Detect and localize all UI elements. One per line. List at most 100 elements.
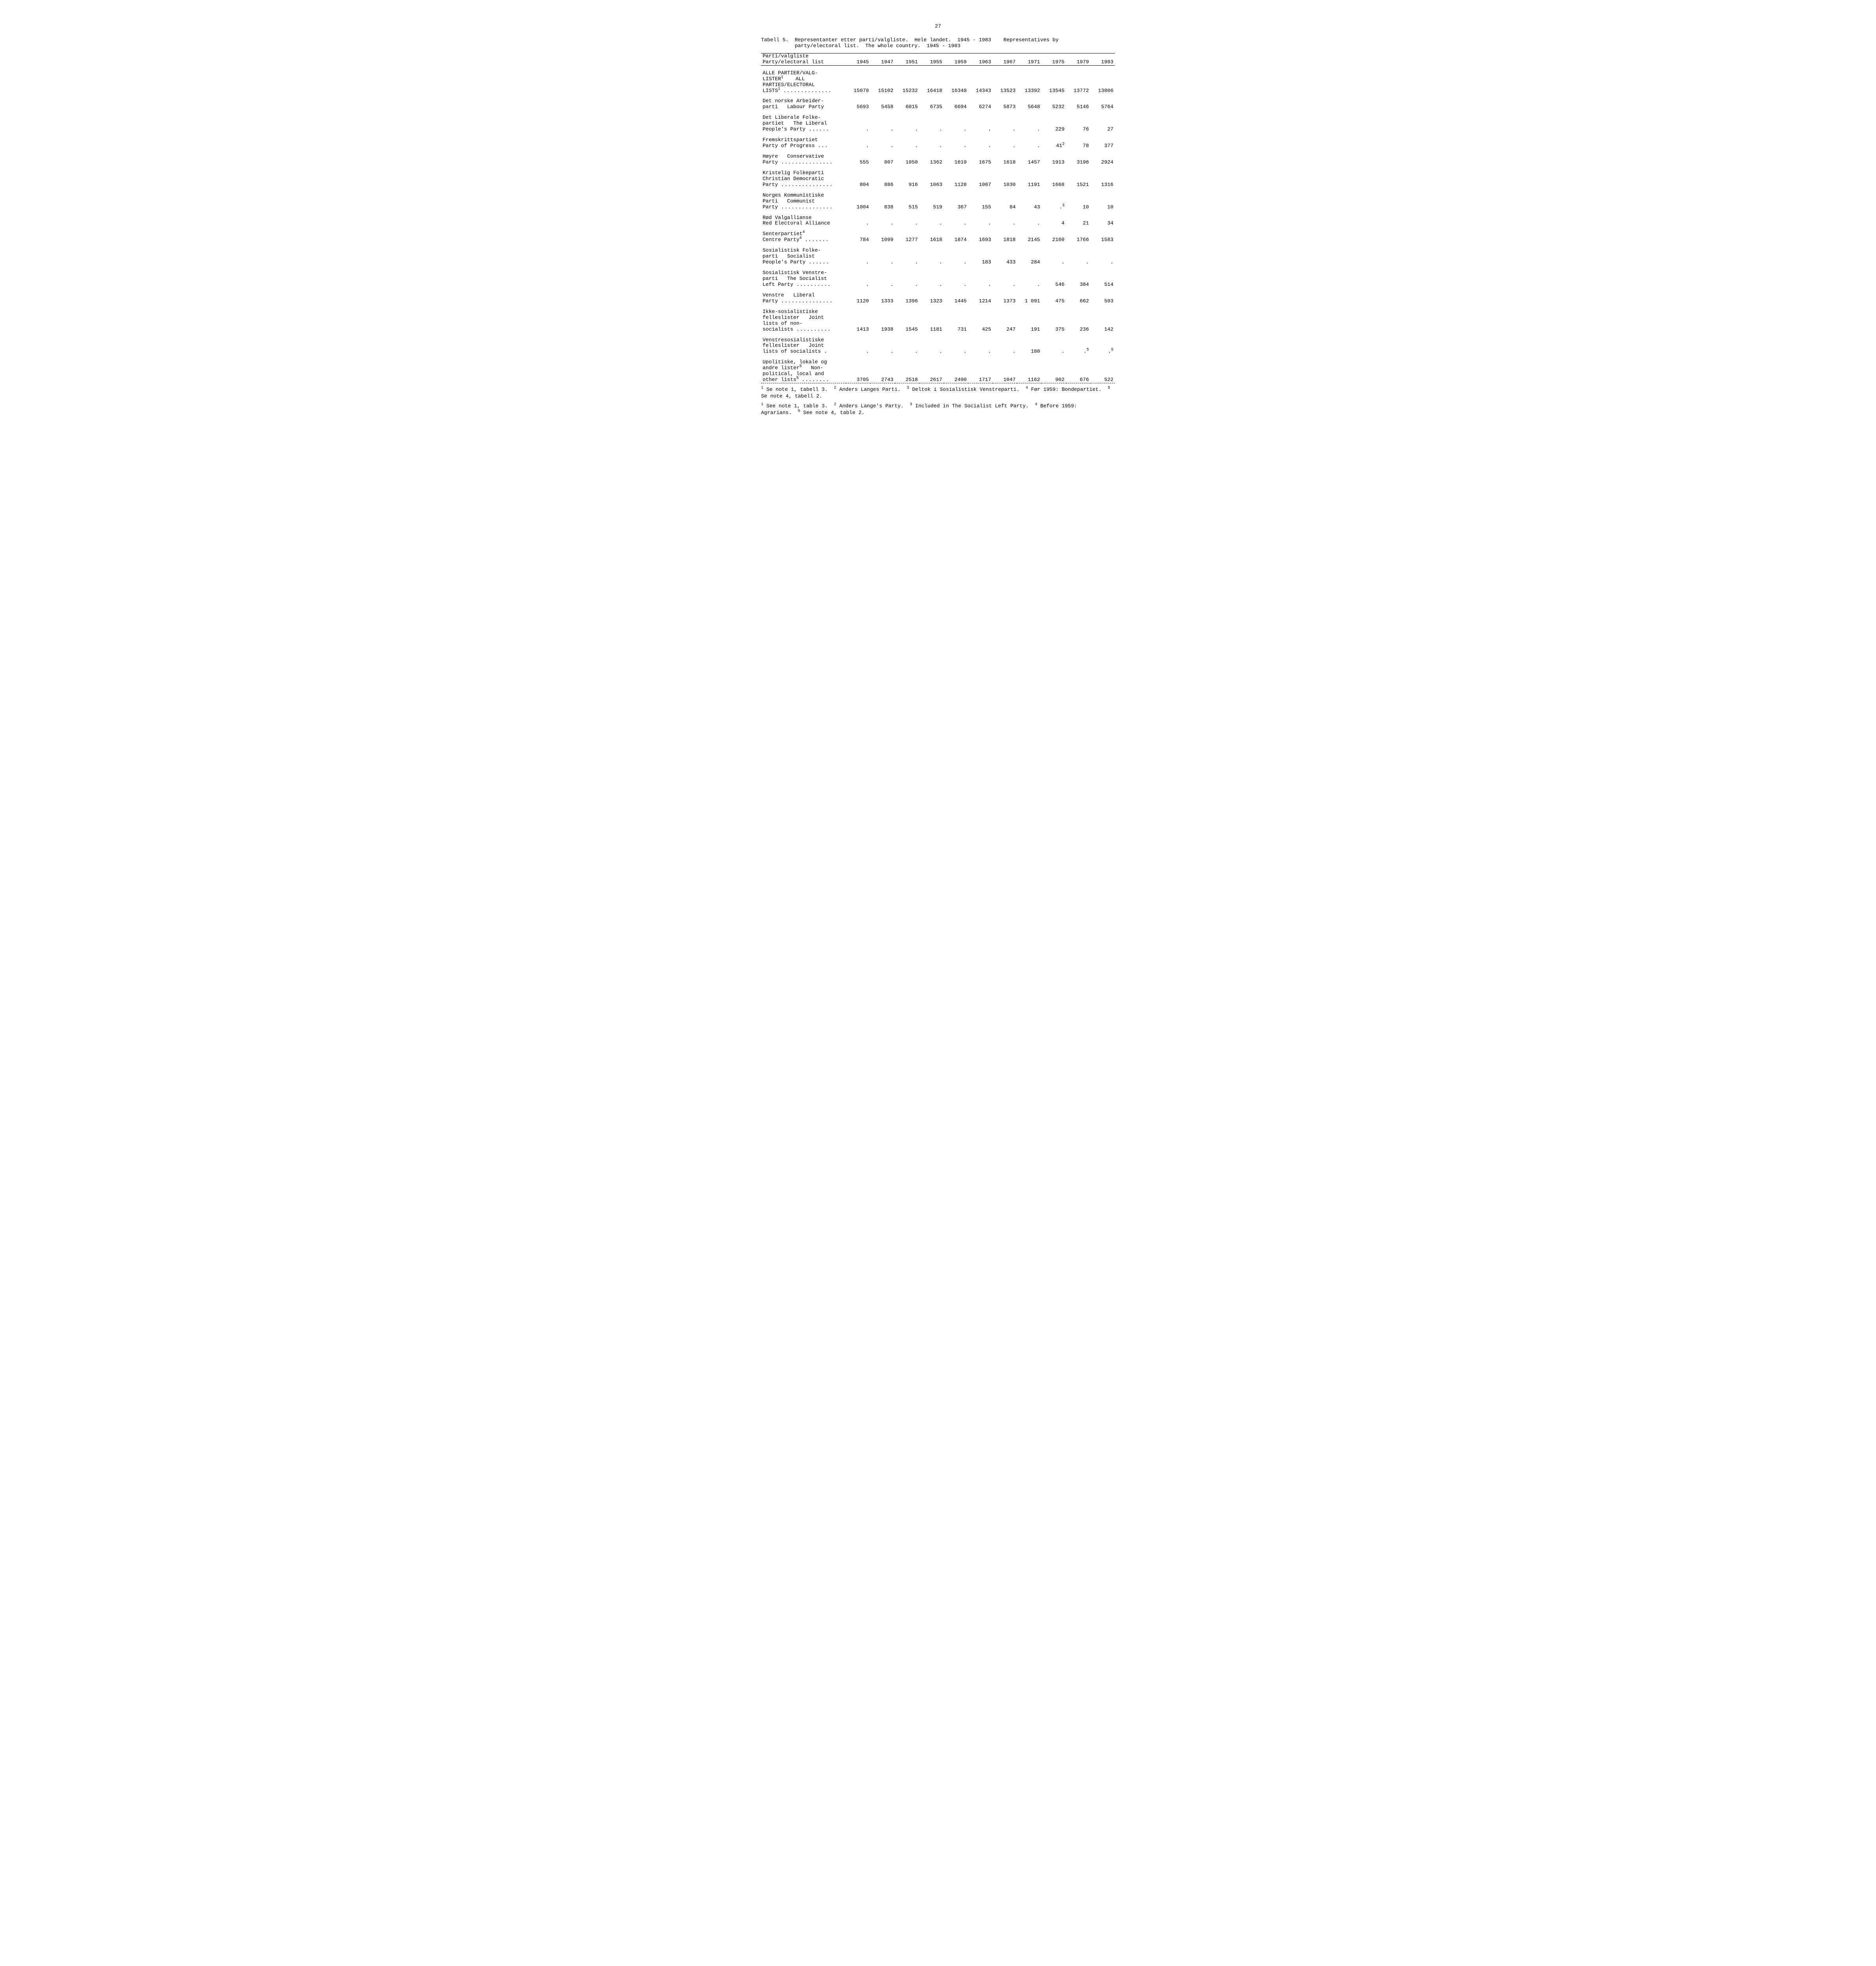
cell-value: 1277 [895, 231, 920, 243]
cell-value: 555 [846, 154, 870, 166]
table-row: Det Liberale Folke-partiet The LiberalPe… [761, 115, 1115, 133]
cell-value: 1214 [968, 293, 993, 304]
cell-value: . [870, 115, 895, 133]
cell-value: . [920, 137, 944, 149]
column-header-year: 1951 [895, 59, 920, 65]
cell-value: 142 [1091, 309, 1115, 333]
cell-value: . [1041, 248, 1066, 265]
table-row: Ikke-sosialistiskefelleslister Jointlist… [761, 309, 1115, 333]
cell-value: 5648 [1017, 98, 1041, 110]
representatives-table: Parti/valgliste Party/electoral list 194… [761, 53, 1115, 383]
cell-value: . [895, 270, 920, 288]
cell-value: 367 [944, 193, 968, 210]
cell-value: 1333 [870, 293, 895, 304]
cell-value: 1191 [1017, 170, 1041, 188]
cell-value: 15102 [870, 70, 895, 94]
table-row: ALLE PARTIER/VALG-LISTER1 ALLPARTIES/ELE… [761, 70, 1115, 94]
cell-value: 5146 [1066, 98, 1091, 110]
cell-value: . [870, 215, 895, 227]
cell-value: 1063 [920, 170, 944, 188]
cell-value: 1120 [846, 293, 870, 304]
cell-value: 13545 [1041, 70, 1066, 94]
cell-value: 1668 [1041, 170, 1066, 188]
cell-value: 180 [1017, 337, 1041, 355]
cell-value: 16418 [920, 70, 944, 94]
cell-value: 6694 [944, 98, 968, 110]
cell-value: 1396 [895, 293, 920, 304]
cell-value: . [895, 248, 920, 265]
cell-value: 229 [1041, 115, 1066, 133]
cell-value: 593 [1091, 293, 1115, 304]
cell-value: 1583 [1091, 231, 1115, 243]
cell-value: 1619 [944, 154, 968, 166]
cell-value: . [1017, 215, 1041, 227]
cell-value: 1 091 [1017, 293, 1041, 304]
cell-value: . [968, 270, 993, 288]
cell-value: 78 [1066, 137, 1091, 149]
cell-value: 546 [1041, 270, 1066, 288]
cell-value: . [920, 248, 944, 265]
table-row: Sosialistisk Venstre-parti The Socialist… [761, 270, 1115, 288]
cell-value: 514 [1091, 270, 1115, 288]
table-row: Sosialistisk Folke-parti SocialistPeople… [761, 248, 1115, 265]
cell-value: 5693 [846, 98, 870, 110]
cell-value: 886 [870, 170, 895, 188]
cell-value: 1373 [993, 293, 1017, 304]
cell-value: 2617 [920, 359, 944, 383]
cell-value: . [1017, 270, 1041, 288]
row-label: Sosialistisk Folke-parti SocialistPeople… [761, 248, 846, 265]
column-header-year: 1963 [968, 59, 993, 65]
caption-line-2: party/electoral list. The whole country.… [761, 43, 960, 49]
cell-value: 1030 [993, 170, 1017, 188]
cell-value: 838 [870, 193, 895, 210]
cell-value: 804 [846, 170, 870, 188]
table-row: Senterpartiet4Centre Party4 .......78410… [761, 231, 1115, 243]
column-header-year: 1967 [993, 59, 1017, 65]
cell-value: 1007 [968, 170, 993, 188]
cell-value: 384 [1066, 270, 1091, 288]
row-label: Ikke-sosialistiskefelleslister Jointlist… [761, 309, 846, 333]
cell-value: . [870, 270, 895, 288]
table-row: Norges KommunistiskeParti CommunistParty… [761, 193, 1115, 210]
cell-value: 902 [1041, 359, 1066, 383]
cell-value: 155 [968, 193, 993, 210]
column-header-year: 1947 [870, 59, 895, 65]
cell-value: 1445 [944, 293, 968, 304]
cell-value: 1128 [944, 170, 968, 188]
cell-value: 5764 [1091, 98, 1115, 110]
cell-value: 1938 [870, 309, 895, 333]
cell-value: . [870, 337, 895, 355]
cell-value: 1874 [944, 231, 968, 243]
cell-value: 16348 [944, 70, 968, 94]
cell-value: . [1017, 115, 1041, 133]
cell-value: . [870, 137, 895, 149]
cell-value: 43 [1017, 193, 1041, 210]
header-label-line1: Parti/valgliste [761, 53, 846, 59]
cell-value: 13772 [1066, 70, 1091, 94]
cell-value: . [968, 337, 993, 355]
column-header-year: 1979 [1066, 59, 1091, 65]
row-label: Norges KommunistiskeParti CommunistParty… [761, 193, 846, 210]
cell-value: . [944, 137, 968, 149]
cell-value: . [993, 337, 1017, 355]
cell-value: 27 [1091, 115, 1115, 133]
cell-value: 1316 [1091, 170, 1115, 188]
cell-value: 247 [993, 309, 1017, 333]
cell-value: 412 [1041, 137, 1066, 149]
cell-value: 1693 [968, 231, 993, 243]
page: 27 Tabell 5. Representanter etter parti/… [761, 24, 1115, 416]
row-label: Det Liberale Folke-partiet The LiberalPe… [761, 115, 846, 133]
cell-value: 1181 [920, 309, 944, 333]
page-number: 27 [761, 24, 1115, 29]
cell-value: 236 [1066, 309, 1091, 333]
column-header-year: 1983 [1091, 59, 1115, 65]
cell-value: 515 [895, 193, 920, 210]
cell-value: 1047 [993, 359, 1017, 383]
cell-value: 10 [1091, 193, 1115, 210]
cell-value: . [846, 137, 870, 149]
row-label: FremskrittspartietParty of Progress ... [761, 137, 846, 149]
cell-value: 1913 [1041, 154, 1066, 166]
table-row: Venstresosialistiskefelleslister Jointli… [761, 337, 1115, 355]
cell-value: . [968, 115, 993, 133]
cell-value: 34 [1091, 215, 1115, 227]
